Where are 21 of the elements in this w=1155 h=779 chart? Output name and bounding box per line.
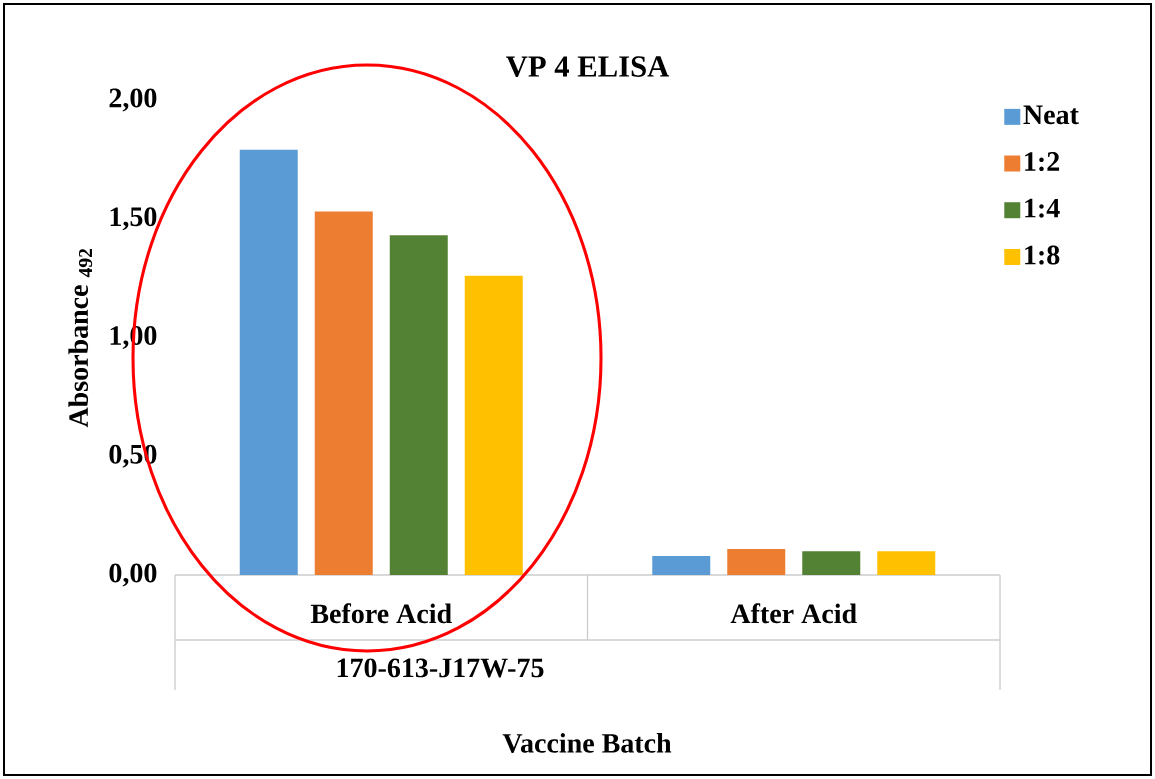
- bar: [314, 211, 373, 575]
- text: 170-613-J17W-75: [337, 658, 544, 678]
- chart-title: VP 4 ELISA: [506, 56, 670, 78]
- bar: [652, 556, 711, 575]
- y-tick-label: 0,00: [109, 563, 157, 587]
- bar: [389, 235, 448, 575]
- legend-label: 1:2: [1025, 152, 1060, 172]
- legend-label: 1:4: [1025, 198, 1060, 218]
- x-tick-label: Before Acid: [310, 603, 452, 624]
- legend-label: 1:8: [1025, 245, 1060, 265]
- y-tick-label: 2,00: [109, 88, 157, 112]
- legend-label: Neat: [1023, 105, 1079, 125]
- y-tick-label: 1,50: [110, 207, 157, 231]
- y-axis-title: Absorbance $_{492}$: [68, 248, 93, 428]
- x-axis-title: Vaccine Batch: [502, 733, 672, 753]
- bar: [239, 149, 298, 575]
- bar: [877, 551, 936, 575]
- bar: [802, 551, 861, 575]
- bar: [727, 548, 786, 575]
- bar: [464, 275, 523, 575]
- x-tick-label: After Acid: [730, 603, 857, 624]
